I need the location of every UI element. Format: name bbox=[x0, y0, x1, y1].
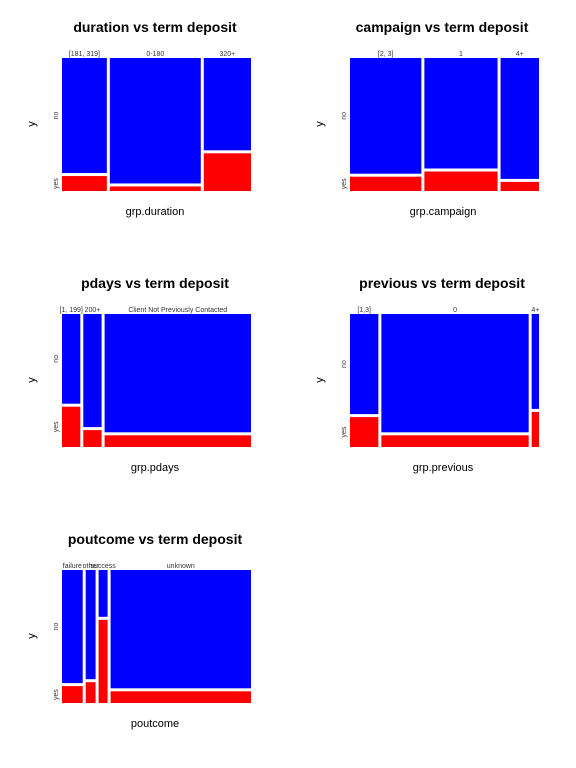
y-axis-label: y bbox=[26, 121, 38, 127]
y-level-label: no bbox=[53, 623, 60, 631]
tile-yes-1 bbox=[62, 176, 107, 191]
tile-no-1 bbox=[350, 314, 379, 415]
x-axis-label: poutcome bbox=[131, 718, 179, 730]
x-axis-label: grp.pdays bbox=[131, 462, 180, 474]
tile-no-3 bbox=[500, 58, 539, 179]
category-label: 320+ bbox=[220, 51, 236, 58]
tile-no-2 bbox=[424, 58, 498, 169]
tile-no-2 bbox=[85, 570, 96, 680]
category-label: 0-180 bbox=[146, 51, 164, 58]
y-level-label: yes bbox=[53, 178, 60, 189]
tile-no-2 bbox=[381, 314, 529, 433]
tile-no-1 bbox=[62, 314, 81, 404]
tile-no-3 bbox=[98, 570, 108, 617]
x-axis-label: grp.campaign bbox=[410, 206, 477, 218]
chart-title: pdays vs term deposit bbox=[81, 275, 229, 291]
mosaic-panel-5: poutcome vs term deposit poutcome y failure… bbox=[26, 531, 251, 730]
tile-yes-3 bbox=[531, 411, 539, 447]
category-label: 200+ bbox=[85, 307, 101, 314]
category-label: [181, 319] bbox=[69, 51, 100, 58]
category-label: 0 bbox=[453, 307, 457, 314]
y-level-label: yes bbox=[53, 421, 60, 432]
tile-yes-2 bbox=[424, 171, 498, 191]
mosaic-panel-4: previous vs term deposit grp.previous y [1,… bbox=[314, 275, 539, 474]
tile-no-2 bbox=[109, 58, 201, 184]
tile-yes-2 bbox=[109, 186, 201, 191]
mosaic-panel-1: duration vs term deposit grp.duration y [18… bbox=[26, 19, 251, 218]
category-label: success bbox=[90, 563, 116, 570]
x-axis-label: grp.previous bbox=[413, 462, 474, 474]
tile-yes-1 bbox=[62, 686, 83, 703]
category-label: unknown bbox=[167, 563, 195, 570]
tile-no-3 bbox=[203, 58, 251, 151]
tile-no-3 bbox=[531, 314, 539, 409]
tile-yes-2 bbox=[83, 430, 102, 447]
y-axis-label: y bbox=[26, 377, 38, 383]
y-level-label: yes bbox=[53, 689, 60, 700]
tile-yes-3 bbox=[104, 435, 251, 447]
y-level-label: yes bbox=[341, 178, 348, 189]
tile-yes-4 bbox=[110, 691, 251, 703]
tile-no-4 bbox=[110, 570, 251, 689]
category-label: failure bbox=[63, 563, 82, 570]
y-level-label: no bbox=[341, 360, 348, 368]
tile-yes-3 bbox=[203, 153, 251, 191]
y-axis-label: y bbox=[314, 377, 326, 383]
chart-title: previous vs term deposit bbox=[359, 275, 525, 291]
tile-yes-3 bbox=[500, 181, 539, 191]
mosaic-panel-2: campaign vs term deposit grp.campaign y [2,… bbox=[314, 19, 539, 218]
y-axis-label: y bbox=[314, 121, 326, 127]
tile-yes-1 bbox=[62, 406, 81, 447]
y-axis-label: y bbox=[26, 633, 38, 639]
y-level-label: no bbox=[341, 112, 348, 120]
category-label: [1,3] bbox=[357, 307, 371, 314]
chart-title: duration vs term deposit bbox=[73, 19, 237, 35]
tile-yes-1 bbox=[350, 176, 422, 191]
category-label: [2, 3] bbox=[378, 51, 394, 58]
tile-yes-3 bbox=[98, 619, 108, 703]
tile-no-3 bbox=[104, 314, 251, 433]
tile-yes-1 bbox=[350, 417, 379, 447]
category-label: 4+ bbox=[531, 307, 539, 314]
tile-yes-2 bbox=[381, 435, 529, 447]
tile-no-1 bbox=[62, 58, 107, 174]
category-label: 4+ bbox=[516, 51, 524, 58]
mosaic-panel-3: pdays vs term deposit grp.pdays y [1, 199] 2… bbox=[26, 275, 251, 474]
tile-yes-2 bbox=[85, 682, 96, 703]
y-level-label: yes bbox=[341, 426, 348, 437]
category-label: 1 bbox=[459, 51, 463, 58]
category-label: Client Not Previously Contacted bbox=[128, 307, 227, 314]
y-level-label: no bbox=[53, 355, 60, 363]
tile-no-2 bbox=[83, 314, 102, 428]
x-axis-label: grp.duration bbox=[126, 206, 185, 218]
category-label: [1, 199] bbox=[59, 307, 82, 314]
chart-title: poutcome vs term deposit bbox=[68, 531, 243, 547]
chart-title: campaign vs term deposit bbox=[356, 19, 529, 35]
tile-no-1 bbox=[62, 570, 83, 684]
category-label: other bbox=[83, 563, 100, 570]
y-level-label: no bbox=[53, 112, 60, 120]
tile-no-1 bbox=[350, 58, 422, 174]
